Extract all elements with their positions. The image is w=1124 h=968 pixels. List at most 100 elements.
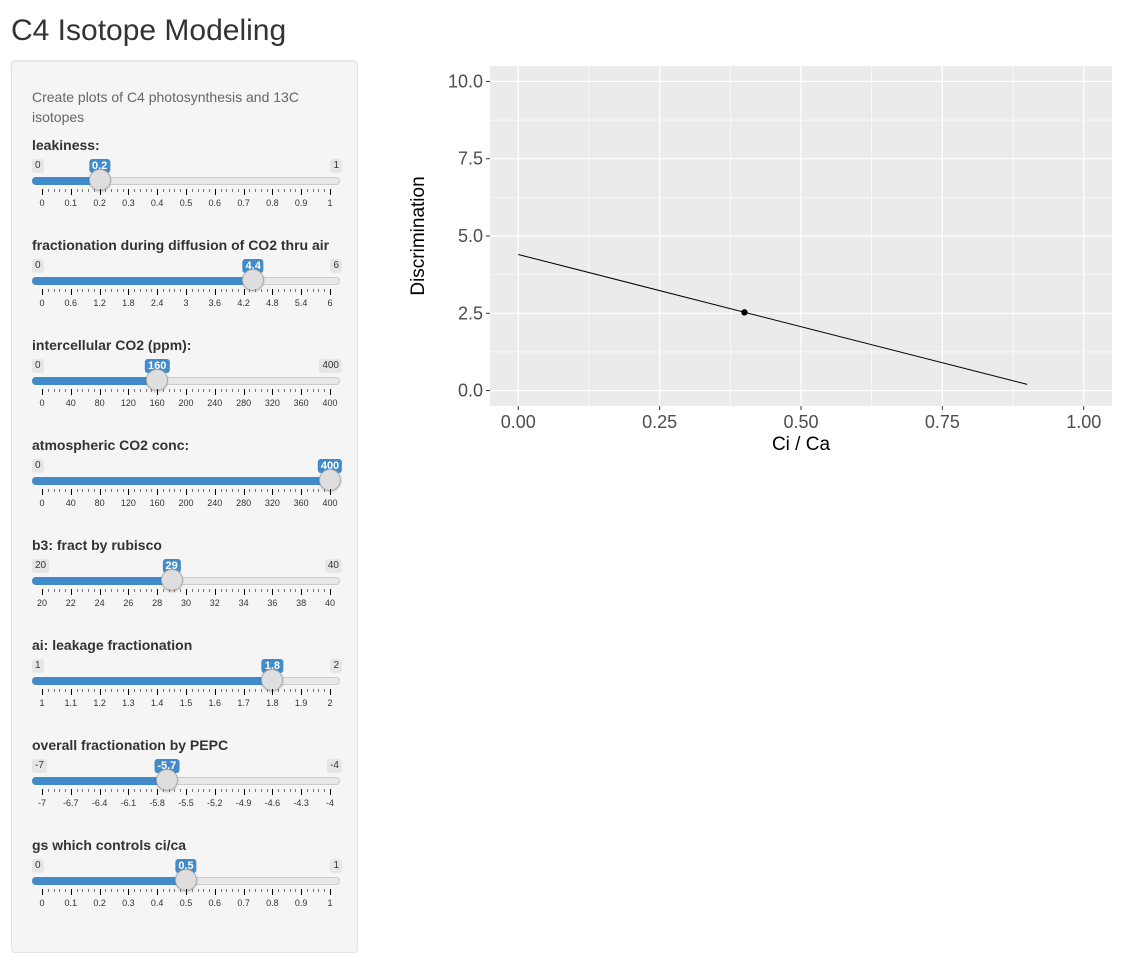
slider-tick-mark <box>134 789 136 792</box>
slider-tick-mark <box>157 689 159 695</box>
slider-tick-mark <box>197 289 199 292</box>
slider-tick-mark <box>249 289 251 292</box>
slider-tick-mark <box>330 489 331 495</box>
y-tick-label: 10.0 <box>448 71 483 91</box>
slider-tick-mark <box>237 589 239 592</box>
slider-tick-mark <box>145 489 147 492</box>
slider-fill <box>32 677 273 685</box>
slider-tick-label: 36 <box>267 598 278 608</box>
slider-fill <box>32 777 167 785</box>
slider-tick-mark <box>226 889 228 892</box>
slider-tick-mark <box>122 489 124 492</box>
slider-tick-mark <box>220 689 222 692</box>
slider-tick-label: -6.1 <box>120 798 137 808</box>
slider-tick-label: 3 <box>183 298 189 308</box>
slider-tick-label: 0 <box>39 498 45 508</box>
discrimination-line <box>518 254 1028 385</box>
slider-tick-mark <box>272 589 274 595</box>
slider-tick-label: 0.1 <box>64 198 78 208</box>
slider-tick-mark <box>168 489 170 492</box>
slider-tick-mark <box>162 889 164 892</box>
slider-tick-mark <box>324 289 326 292</box>
slider-tick-mark <box>174 489 176 492</box>
slider-tick-mark <box>180 189 182 192</box>
slider-tick-mark <box>289 289 291 292</box>
slider-tick-mark <box>232 489 234 492</box>
slider-tick-mark <box>243 389 245 395</box>
slider-tick-label: 40 <box>65 398 76 408</box>
slider-min-label: 0 <box>32 459 44 473</box>
slider-tick-label: 6 <box>327 298 333 308</box>
slider-handle[interactable] <box>155 769 178 791</box>
slider-handle[interactable] <box>146 369 169 391</box>
slider-tick-mark <box>105 189 107 192</box>
slider-tick-mark <box>82 689 84 692</box>
slider-tick-label: 5.4 <box>294 298 308 308</box>
slider-tick-mark <box>42 789 43 795</box>
slider-tick-mark <box>145 889 147 892</box>
slider-tick-mark <box>105 289 107 292</box>
x-axis-title: Ci / Ca <box>772 434 831 455</box>
slider-tick-mark <box>191 689 193 692</box>
slider-tick-mark <box>214 589 216 595</box>
slider-handle[interactable] <box>242 269 265 291</box>
slider-tick-mark <box>151 389 153 392</box>
slider-tick-label: 4.2 <box>237 298 250 308</box>
slider-tick-label: 4.8 <box>266 298 279 308</box>
slider-tick-mark <box>42 489 43 495</box>
slider-tick-mark <box>111 289 113 292</box>
slider-tick-label: 1.9 <box>294 698 308 708</box>
slider-tick-mark <box>105 489 107 492</box>
slider-tick-label: 0.8 <box>266 898 279 908</box>
slider-tick-mark <box>306 889 308 892</box>
slider-tick-mark <box>278 189 280 192</box>
slider-tick-label: -7 <box>37 798 47 808</box>
slider-tick-mark <box>53 289 55 292</box>
slider-tick-mark <box>122 289 124 292</box>
slider-label: overall fractionation by PEPC <box>32 737 229 753</box>
x-tick-label: 0.75 <box>925 412 960 432</box>
slider-tick-mark <box>174 789 176 792</box>
slider-3: intercellular CO2 (ppm): 0 400 160 0 40 80 120 1… <box>32 337 342 427</box>
slider-fill <box>32 277 254 285</box>
slider-tick-label: -5.2 <box>207 798 223 808</box>
slider-tick-mark <box>116 689 118 692</box>
slider-tick-label: 1.8 <box>266 698 279 708</box>
slider-tick-label: 320 <box>264 398 280 408</box>
slider-handle[interactable] <box>319 469 341 491</box>
slider-tick-mark <box>330 289 331 295</box>
slider-handle[interactable] <box>88 169 111 191</box>
slider-tick-mark <box>70 589 72 595</box>
slider-tick-mark <box>70 389 72 395</box>
slider-tick-mark <box>220 189 222 192</box>
slider-tick-mark <box>324 189 326 192</box>
slider-tick-mark <box>105 389 107 392</box>
slider-handle[interactable] <box>160 569 183 591</box>
slider-tick-mark <box>59 289 61 292</box>
slider-tick-mark <box>186 489 187 495</box>
slider-tick-mark <box>283 389 285 392</box>
slider-tick-mark <box>272 689 274 695</box>
slider-handle[interactable] <box>175 869 197 891</box>
slider-tick-label: 240 <box>207 498 223 508</box>
slider-tick-mark <box>174 589 176 592</box>
slider-tick-mark <box>162 489 164 492</box>
slider-ticks: 0 40 80 120 160 200 240 280 320 360 400 <box>32 389 342 409</box>
slider-tick-mark <box>272 789 274 795</box>
slider-tick-mark <box>295 189 297 192</box>
slider-tick-mark <box>272 889 274 895</box>
slider-tick-mark <box>283 289 285 292</box>
slider-tick-mark <box>168 389 170 392</box>
slider-tick-label: 2.4 <box>150 298 164 308</box>
slider-tick-mark <box>174 689 176 692</box>
slider-tick-mark <box>255 789 257 792</box>
slider-tick-label: 0 <box>39 898 45 908</box>
slider-handle[interactable] <box>261 669 284 691</box>
slider-tick-label: 400 <box>322 498 338 508</box>
slider-tick-mark <box>255 389 257 392</box>
slider-tick-mark <box>70 289 72 295</box>
slider-tick-mark <box>324 489 326 492</box>
slider-tick-mark <box>139 689 141 692</box>
slider-tick-mark <box>151 589 153 592</box>
slider-tick-mark <box>191 789 193 792</box>
